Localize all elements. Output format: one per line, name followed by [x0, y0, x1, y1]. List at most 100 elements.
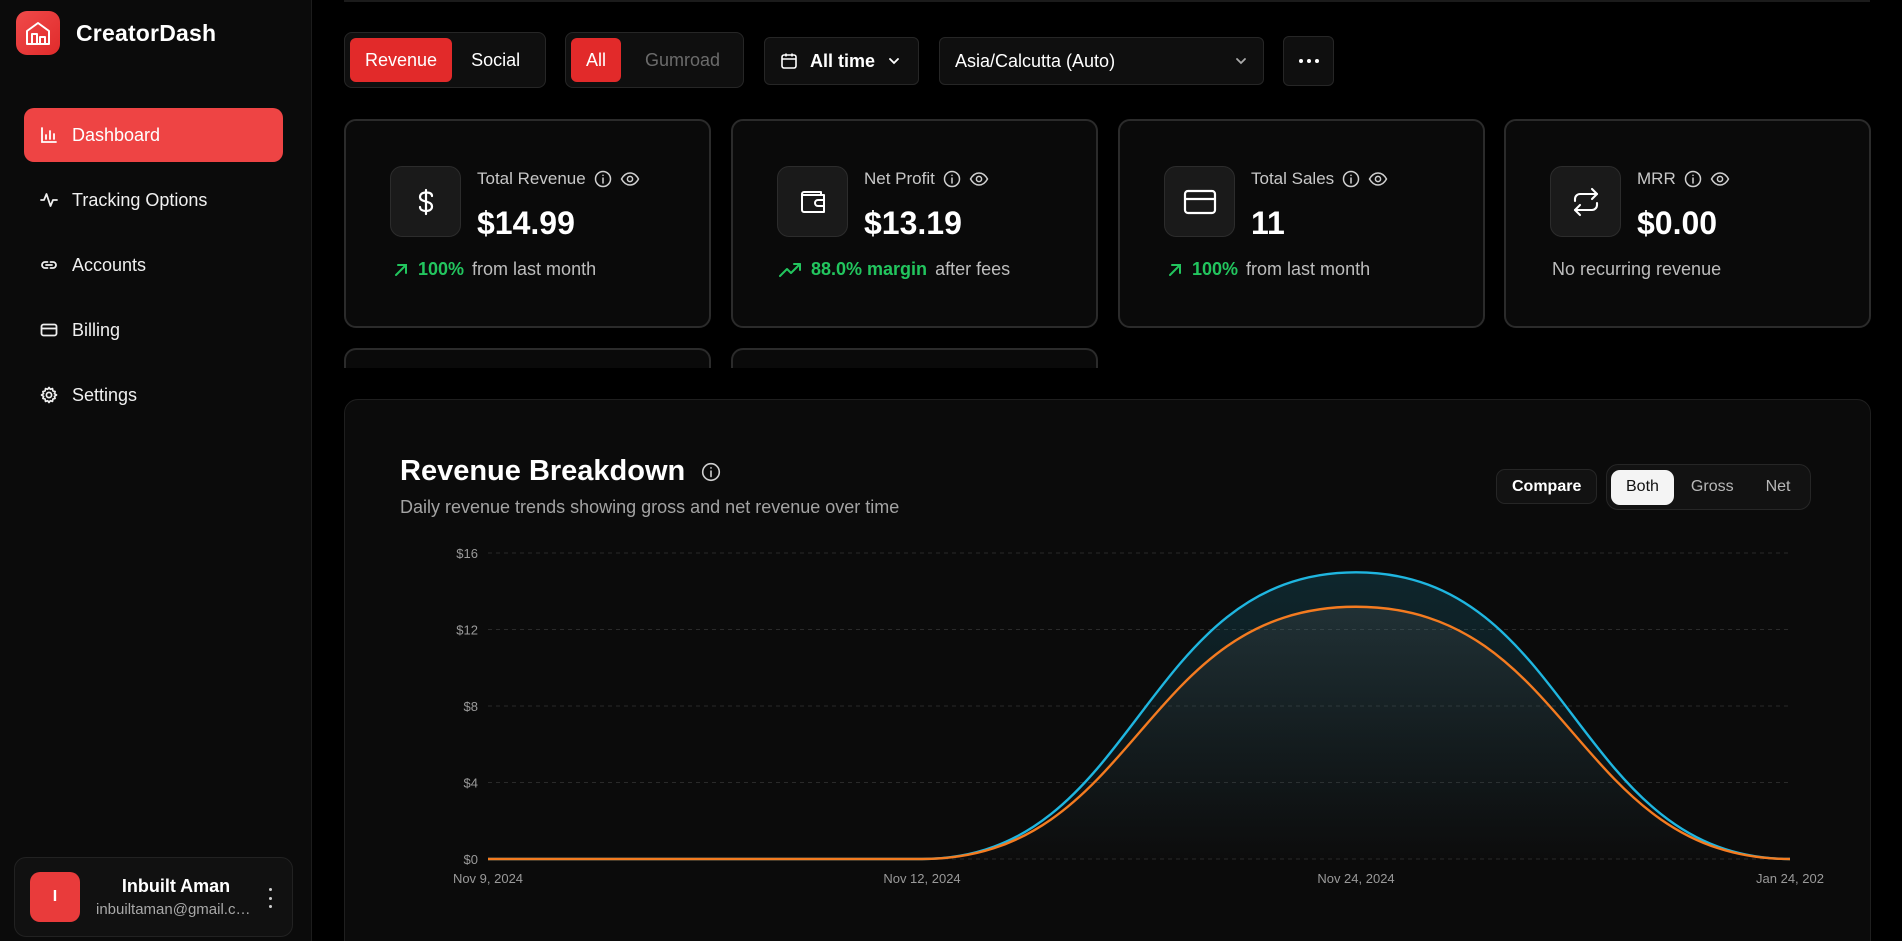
stat-value: 11 — [1251, 205, 1285, 241]
stat-label: Total Sales — [1251, 169, 1388, 189]
stat-label: Total Revenue — [477, 169, 640, 189]
info-icon[interactable] — [943, 170, 961, 188]
panel-title-text: Revenue Breakdown — [400, 455, 686, 487]
stat-label: MRR — [1637, 169, 1730, 189]
y-tick-label: $16 — [456, 546, 478, 561]
stat-card-mrr: MRR $0.00 No recurring revenue — [1504, 119, 1871, 328]
user-name: Inbuilt Aman — [121, 876, 231, 896]
stat-change-value: 100% — [418, 259, 465, 279]
mode-gross[interactable]: Gross — [1690, 478, 1734, 495]
sidebar-item-label: Billing — [72, 319, 121, 340]
y-tick-label: $0 — [464, 852, 478, 867]
top-divider — [344, 0, 1870, 2]
trending-up-icon — [779, 262, 801, 277]
revenue-breakdown-panel: Revenue Breakdown Daily revenue trends s… — [344, 399, 1871, 941]
stat-label-text: Total Revenue — [477, 169, 586, 188]
user-card[interactable]: I Inbuilt Aman inbuiltaman@gmail.com — [14, 857, 293, 937]
y-tick-label: $8 — [464, 699, 478, 714]
stat-label-text: Total Sales — [1251, 169, 1335, 188]
timezone-select[interactable]: Asia/Calcutta (Auto) — [939, 37, 1264, 85]
stat-value: $14.99 — [477, 205, 575, 241]
info-icon[interactable] — [594, 170, 612, 188]
stat-change: 88.0% margin after fees — [779, 259, 1010, 280]
y-tick-label: $4 — [464, 776, 478, 791]
stat-card-net-profit: Net Profit $13.19 88.0% margin after fee… — [731, 119, 1098, 328]
date-range-value: All time — [810, 50, 876, 71]
x-tick-label: Nov 24, 2024 — [1317, 871, 1394, 886]
x-tick-label: Nov 12, 2024 — [883, 871, 960, 886]
brand[interactable]: CreatorDash — [16, 11, 216, 55]
user-info: Inbuilt Aman inbuiltaman@gmail.com — [96, 876, 256, 918]
bar-chart-icon — [41, 127, 57, 143]
source-gumroad[interactable]: Gumroad — [645, 49, 721, 70]
tab-revenue[interactable]: Revenue — [350, 38, 453, 82]
credit-card-icon — [1164, 166, 1235, 237]
info-icon[interactable] — [1342, 170, 1360, 188]
stat-change-text: after fees — [935, 259, 1011, 279]
mode-both[interactable]: Both — [1611, 469, 1674, 505]
stat-change-text: No recurring revenue — [1552, 259, 1722, 279]
source-filter: All Gumroad — [565, 32, 744, 88]
info-icon[interactable] — [701, 462, 721, 482]
stat-value: $13.19 — [864, 205, 962, 241]
repeat-icon — [1550, 166, 1621, 237]
user-email: inbuiltaman@gmail.com — [96, 901, 256, 918]
stat-change-value: 100% — [1192, 259, 1239, 279]
gear-icon — [40, 386, 58, 404]
stat-card-total-revenue: Total Revenue $14.99 100% from last mont… — [344, 119, 711, 328]
brand-name: CreatorDash — [76, 19, 217, 46]
sidebar-nav: Dashboard Tracking Options Accounts Bill… — [24, 108, 283, 433]
eye-icon[interactable] — [1710, 170, 1730, 188]
sidebar-item-label: Settings — [72, 384, 138, 405]
dollar-icon — [390, 166, 461, 237]
stat-change: No recurring revenue — [1552, 259, 1721, 280]
stat-change: 100% from last month — [1166, 259, 1370, 280]
chevron-down-icon — [889, 58, 899, 65]
stat-change-text: from last month — [1246, 259, 1371, 279]
info-icon[interactable] — [1684, 170, 1702, 188]
panel-title: Revenue Breakdown — [400, 455, 721, 488]
eye-icon[interactable] — [1368, 170, 1388, 188]
sidebar-item-accounts[interactable]: Accounts — [24, 238, 283, 292]
stat-label: Net Profit — [864, 169, 989, 189]
avatar: I — [30, 872, 80, 922]
stat-card-partial — [731, 348, 1098, 368]
brand-logo-icon — [16, 11, 60, 55]
eye-icon[interactable] — [969, 170, 989, 188]
x-tick-label: Jan 24, 202 — [1756, 871, 1824, 886]
mode-net[interactable]: Net — [1765, 478, 1791, 495]
stat-change-value: 88.0% margin — [811, 259, 928, 279]
stat-card-total-sales: Total Sales 11 100% from last month — [1118, 119, 1485, 328]
more-vertical-icon[interactable] — [266, 888, 274, 908]
date-range-dropdown[interactable]: All time — [764, 37, 919, 85]
sidebar-item-label: Tracking Options — [72, 189, 208, 210]
tab-social[interactable]: Social — [471, 49, 521, 70]
sidebar: CreatorDash Dashboard Tracking Options A… — [0, 0, 312, 941]
timezone-value: Asia/Calcutta (Auto) — [955, 50, 1116, 71]
sidebar-item-settings[interactable]: Settings — [24, 368, 283, 422]
compare-button[interactable]: Compare — [1496, 469, 1598, 504]
sidebar-item-billing[interactable]: Billing — [24, 303, 283, 357]
stat-card-partial — [344, 348, 711, 368]
calendar-icon — [781, 53, 797, 69]
eye-icon[interactable] — [620, 170, 640, 188]
y-tick-label: $12 — [456, 623, 478, 638]
wallet-icon — [777, 166, 848, 237]
sidebar-item-label: Accounts — [72, 254, 147, 275]
sidebar-item-tracking-options[interactable]: Tracking Options — [24, 173, 283, 227]
panel-subtitle: Daily revenue trends showing gross and n… — [400, 497, 900, 517]
link-icon — [41, 261, 57, 269]
arrow-up-right-icon — [1169, 263, 1181, 276]
source-all[interactable]: All — [571, 38, 622, 82]
stat-label-text: MRR — [1637, 169, 1676, 188]
stat-change-text: from last month — [472, 259, 597, 279]
net-revenue-series-line — [488, 605, 1791, 861]
sidebar-item-dashboard[interactable]: Dashboard — [24, 108, 283, 162]
chevron-down-icon — [1236, 58, 1246, 65]
x-tick-label: Nov 9, 2024 — [453, 871, 523, 886]
activity-icon — [40, 193, 58, 207]
sidebar-item-label: Dashboard — [72, 124, 161, 145]
view-toggle: Revenue Social — [344, 32, 546, 88]
more-options-button[interactable] — [1283, 36, 1334, 86]
credit-card-icon — [40, 323, 58, 337]
